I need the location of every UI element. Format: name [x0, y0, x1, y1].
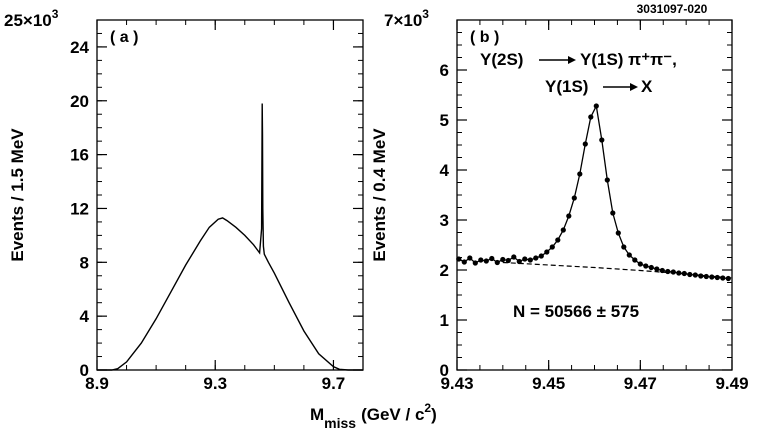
panel-b-data-point	[643, 263, 649, 269]
panel-b-x-tick-label: 9.49	[715, 374, 748, 393]
panel-b-y-tick-label: 1	[440, 311, 449, 330]
panel-b-data-point	[511, 254, 517, 260]
panel-b-data-point	[461, 259, 467, 265]
panel-b-data-point	[494, 259, 500, 266]
panel-b-data-point	[472, 260, 478, 266]
panel-b-data-point	[577, 171, 583, 177]
panel-b-data-point	[648, 264, 654, 271]
panel-b-data-point	[692, 272, 698, 278]
panel-b-data-point	[714, 274, 720, 281]
decay-arrowhead-1	[568, 56, 576, 64]
panel-b-x-tick-label: 9.43	[440, 374, 473, 393]
panel-b-y-axis-title: Events / 0.4 MeV	[370, 128, 389, 262]
figure-code: 3031097-020	[637, 2, 708, 16]
panel-b-data-point	[560, 227, 566, 233]
panel-b-data-point	[632, 257, 638, 263]
panel-b-x-tick-label: 9.47	[624, 374, 657, 393]
decay-line-1-lhs: Υ(2S)	[480, 50, 523, 69]
panel-a-x-tick-label: 9.3	[203, 374, 227, 393]
panel-b-y-tick-label: 3	[440, 211, 449, 230]
panel-b-x-tick-label: 9.45	[532, 374, 565, 393]
panel-b-data-point	[549, 244, 555, 250]
decay-line-2-rhs: X	[641, 77, 653, 96]
panel-a-spectrum-line	[97, 103, 363, 371]
panel-b-data-point	[720, 275, 726, 281]
panel-b-data-point	[665, 268, 671, 275]
yield-annotation: N = 50566 ± 575	[513, 302, 639, 321]
panel-b-data-point	[500, 256, 506, 263]
panel-b-data-point	[489, 255, 495, 262]
panel-b-data-point	[599, 137, 605, 143]
panel-a-frame	[96, 19, 364, 371]
panel-b-data-point	[615, 230, 621, 236]
panel-b-background-fit	[502, 261, 733, 279]
panel-b-data-point	[483, 258, 489, 264]
panel-b-y-tick-label: 0	[440, 361, 449, 380]
panel-a-y-tick-label: 16	[70, 146, 89, 165]
panel-b-data-point	[527, 257, 533, 263]
panel-b: 9.43 9.45 9.47 9.49 0 1 2 3 4 5 6 ( b ) 7×103 Eve…	[370, 7, 749, 393]
panel-a-x-tick-label: 8.9	[85, 374, 109, 393]
panel-a-y-tick-label: 24	[70, 38, 89, 57]
panel-b-data-point	[659, 267, 665, 274]
panel-a-y-axis-title: Events / 1.5 MeV	[8, 128, 27, 262]
panel-b-data-point	[478, 257, 484, 263]
panel-a-y-tick-label: 8	[80, 253, 89, 272]
panel-b-data-point	[604, 177, 610, 183]
panel-b-data-point	[522, 256, 528, 262]
panel-b-y-tick-label: 4	[440, 161, 450, 180]
panel-b-data-point	[687, 271, 693, 278]
panel-a-y-tick-label: 4	[80, 307, 90, 326]
panel-b-data-point	[544, 249, 550, 255]
panel-b-data-point	[703, 273, 709, 280]
decay-line-1-rhs: Υ(1S) π⁺π⁻,	[580, 50, 677, 69]
panel-b-label: ( b )	[470, 29, 499, 46]
panel-b-data-point	[725, 275, 731, 282]
panel-b-data-point	[610, 210, 616, 216]
panel-a-y-multiplier: 25×103	[4, 7, 59, 30]
panel-b-data-point	[676, 270, 682, 276]
panel-b-data-point	[566, 213, 572, 219]
panel-b-y-multiplier: 7×103	[384, 7, 429, 30]
panel-b-data-point	[621, 244, 627, 250]
decay-arrowhead-2	[630, 83, 638, 91]
panel-b-data-point	[698, 273, 704, 279]
panel-b-data-point	[670, 269, 676, 275]
panel-b-data-point	[555, 237, 561, 243]
panel-b-data-point	[709, 274, 715, 280]
panel-b-data-point	[538, 253, 544, 259]
panel-a: 8.9 9.3 9.7 0 4 8 12 16 20 24 ( a ) 25×103 Event…	[4, 7, 364, 393]
panel-b-y-tick-label: 2	[440, 261, 449, 280]
x-axis-title: Mmiss (GeV / c2)	[310, 401, 437, 431]
panel-b-data-point	[571, 195, 577, 201]
panel-b-data-points	[456, 103, 731, 282]
panel-a-x-tick-label: 9.7	[322, 374, 346, 393]
panel-b-data-point	[533, 255, 539, 261]
panel-b-data-point	[593, 103, 599, 109]
panel-b-data-point	[467, 255, 473, 261]
panel-b-data-point	[582, 141, 588, 147]
panel-a-y-tick-label: 20	[70, 92, 89, 111]
panel-b-data-point	[654, 266, 660, 272]
panel-b-data-point	[588, 114, 594, 120]
panel-b-fit-curve	[458, 103, 729, 280]
panel-a-y-tick-label: 12	[70, 199, 89, 218]
decay-line-2-lhs: Υ(1S)	[545, 77, 588, 96]
panel-b-data-point	[626, 252, 632, 258]
panel-b-y-tick-label: 6	[440, 61, 449, 80]
panel-b-data-point	[516, 258, 522, 265]
panel-b-y-tick-label: 5	[440, 111, 449, 130]
panel-a-y-tick-label: 0	[80, 361, 89, 380]
panel-b-data-point	[505, 257, 511, 264]
panel-b-data-point	[681, 270, 687, 277]
panel-b-data-point	[637, 261, 643, 267]
panel-a-label: ( a )	[110, 29, 138, 46]
panel-b-data-point	[456, 256, 462, 262]
